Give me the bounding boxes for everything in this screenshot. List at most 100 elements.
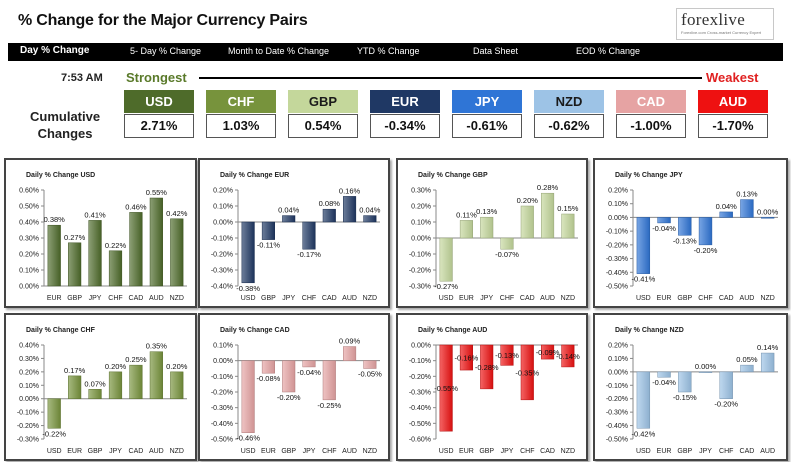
bar-value-label: 0.27%: [64, 233, 86, 242]
x-tick-label: CAD: [129, 448, 144, 455]
bar-value-label: -0.15%: [673, 393, 697, 402]
y-tick-label: -0.50%: [211, 437, 233, 444]
y-tick-label: -0.10%: [211, 374, 233, 381]
bar-jpy: [108, 371, 123, 399]
bar-chf: [520, 344, 534, 401]
y-tick-label: 0.00%: [19, 396, 39, 403]
bar-value-label: 0.25%: [125, 355, 147, 364]
bar-value-label: 0.15%: [557, 204, 579, 213]
y-tick-label: -0.40%: [211, 421, 233, 428]
bar-jpy: [282, 215, 296, 223]
bar-value-label: -0.04%: [652, 378, 676, 387]
bar-cad: [129, 212, 143, 287]
nav-bar: Day % Change 5- Day % Change Month to Da…: [8, 43, 783, 61]
x-tick-label: JPY: [109, 448, 122, 455]
tab-eod-change[interactable]: EOD % Change: [576, 46, 641, 56]
x-tick-label: GBP: [677, 295, 692, 302]
x-tick-label: GBP: [88, 448, 103, 455]
y-tick-label: 0.20%: [213, 188, 233, 195]
bar-chf: [108, 250, 123, 287]
x-tick-label: CHF: [698, 295, 712, 302]
bar-value-label: -0.17%: [297, 250, 321, 259]
y-tick-label: 0.30%: [19, 236, 39, 243]
bar-value-label: 0.05%: [736, 355, 758, 364]
bar-nzd: [561, 213, 575, 239]
bar-cad: [719, 211, 733, 218]
bar-value-label: -0.14%: [556, 352, 580, 361]
x-tick-label: NZD: [561, 448, 575, 455]
x-tick-label: GBP: [479, 448, 494, 455]
y-tick-label: -0.50%: [606, 284, 628, 291]
bar-chart-jpy: Daily % Change JPY 0.20% 0.10% 0.00% -0.10% -…: [606, 172, 779, 302]
x-tick-label: EUR: [459, 295, 474, 302]
tab-data-sheet[interactable]: Data Sheet: [473, 46, 519, 56]
bar-value-label: -0.13%: [673, 236, 697, 245]
bar-gbp: [68, 242, 82, 287]
bar-value-label: -0.35%: [515, 368, 539, 377]
x-tick-label: EUR: [67, 448, 82, 455]
bar-chf: [698, 217, 713, 246]
bar-value-label: 0.00%: [695, 362, 717, 371]
tab-5-day-change[interactable]: 5- Day % Change: [130, 46, 202, 56]
y-tick-label: -0.40%: [606, 423, 628, 430]
bar-aud: [760, 352, 775, 373]
x-tick-label: NZD: [170, 295, 184, 302]
x-tick-label: GBP: [281, 448, 296, 455]
currency-name: JPY: [452, 90, 522, 113]
x-tick-label: AUD: [760, 448, 775, 455]
bar-usd: [636, 217, 651, 274]
weakest-label: Weakest: [706, 70, 759, 85]
bar-value-label: 0.28%: [537, 183, 559, 192]
bar-value-label: -0.09%: [536, 348, 560, 357]
x-tick-label: NZD: [363, 448, 377, 455]
y-tick-label: -0.10%: [211, 236, 233, 243]
bar-value-label: 0.08%: [319, 199, 341, 208]
bar-cad: [322, 208, 336, 223]
currency-box-nzd: NZD -0.62%: [534, 90, 604, 138]
tab-ytd-change[interactable]: YTD % Change: [357, 46, 420, 56]
x-tick-label: JPY: [480, 295, 493, 302]
bar-nzd: [363, 360, 377, 369]
bar-jpy: [88, 220, 102, 287]
bar-value-label: -0.20%: [714, 400, 738, 409]
tab-day-change[interactable]: Day % Change: [20, 45, 90, 56]
bar-value-label: 0.13%: [476, 207, 498, 216]
bar-chart-chf: Daily % Change CHF 0.40% 0.30% 0.20% 0.10% 0.…: [17, 327, 188, 455]
y-tick-label: 0.50%: [19, 204, 39, 211]
x-tick-label: NZD: [760, 295, 774, 302]
bar-aud: [343, 196, 357, 223]
bar-value-label: -0.25%: [317, 401, 341, 410]
bar-value-label: -0.42%: [631, 429, 655, 438]
x-tick-label: GBP: [677, 448, 692, 455]
bar-value-label: 0.41%: [84, 210, 106, 219]
cumulative-label-line2: Changes: [37, 126, 93, 141]
bar-value-label: 0.16%: [339, 186, 361, 195]
chart-panel-aud: Daily % Change AUD 0.00% -0.10% -0.20% -0.30…: [396, 313, 588, 461]
bar-chart-gbp: Daily % Change GBP 0.30% 0.20% 0.10% 0.00% -0…: [409, 172, 579, 302]
x-tick-label: USD: [636, 448, 651, 455]
bar-value-label: -0.38%: [236, 284, 260, 293]
y-tick-label: 0.10%: [19, 383, 39, 390]
chart-panel-eur: Daily % Change EUR 0.20% 0.10% 0.00% -0.10% -…: [198, 158, 390, 308]
bar-value-label: -0.20%: [694, 246, 718, 255]
x-tick-label: JPY: [501, 448, 514, 455]
tab-month-to-date-change[interactable]: Month to Date % Change: [228, 46, 330, 56]
bar-gbp: [88, 389, 102, 399]
y-tick-label: -0.40%: [409, 405, 431, 412]
y-tick-label: 0.10%: [608, 201, 628, 208]
bar-value-label: 0.20%: [105, 362, 127, 371]
bar-value-label: 0.20%: [517, 196, 539, 205]
bar-chf: [322, 360, 336, 401]
y-tick-label: 0.30%: [19, 356, 39, 363]
bar-value-label: -0.08%: [257, 374, 281, 383]
bar-value-label: -0.11%: [257, 241, 281, 250]
bar-value-label: -0.13%: [495, 351, 519, 360]
x-tick-label: USD: [241, 295, 256, 302]
x-tick-label: NZD: [561, 295, 575, 302]
forexlive-logo[interactable]: forexlive Forexlive.com Cross-market Cur…: [676, 8, 774, 40]
x-tick-label: JPY: [303, 448, 316, 455]
y-tick-label: 0.00%: [608, 369, 628, 376]
currency-cumulative-value: -0.62%: [534, 114, 604, 138]
y-tick-label: 0.20%: [411, 204, 431, 211]
bar-nzd: [561, 344, 575, 368]
